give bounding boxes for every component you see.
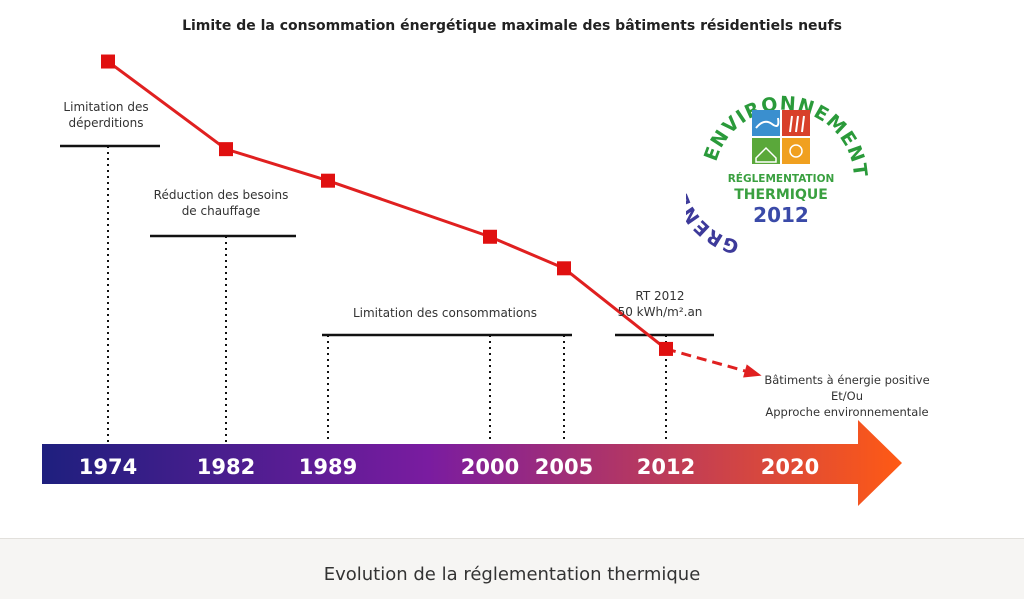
phase-label-chauffage: Réduction des besoins de chauffage	[153, 188, 289, 218]
series-line	[101, 54, 762, 378]
logo-tile-orange	[782, 138, 810, 164]
logo-arc-left: GRENELLE	[686, 148, 742, 256]
grenelle-logo: ENVIRONNEMENT GRENELLE RÉGLEMENTATION TH…	[686, 93, 870, 256]
logo-center-line3: 2012	[753, 203, 809, 227]
projection-arrowhead	[743, 364, 762, 378]
logo-house-icon	[755, 146, 777, 163]
positive-energy-annotation: Bâtiments à énergie positive Et/Ou Appro…	[742, 372, 952, 420]
chart-svg: 1974 1982 1989 2000 2005 2012 2020	[42, 54, 902, 506]
year-label-2000: 2000	[461, 455, 519, 479]
logo-center-line2: THERMIQUE	[734, 187, 828, 203]
figure-caption: Evolution de la réglementation thermique	[323, 564, 701, 585]
positive-energy-line3: Approche environnementale	[765, 405, 929, 419]
year-label-2020: 2020	[761, 455, 819, 479]
logo-sun-icon	[789, 144, 803, 158]
year-label-2012: 2012	[637, 455, 695, 479]
projection-dashed-line	[665, 347, 753, 375]
caption-bar	[0, 538, 1024, 599]
year-label-1982: 1982	[197, 455, 255, 479]
year-tick-labels: 1974 1982 1989 2000 2005 2012 2020	[79, 455, 819, 479]
data-point-2005	[557, 261, 571, 276]
data-point-1982	[219, 142, 233, 157]
positive-energy-line1: Bâtiments à énergie positive	[764, 373, 930, 387]
timeline-arrow	[42, 420, 902, 506]
series-polyline	[107, 60, 667, 351]
logo-tile-red	[782, 110, 810, 136]
year-label-1974: 1974	[79, 455, 137, 479]
rt2012-annotation: RT 2012 50 kWh/m².an	[600, 288, 720, 320]
data-point-1989	[321, 173, 335, 188]
year-label-2005: 2005	[535, 455, 593, 479]
logo-center-line1: RÉGLEMENTATION	[728, 172, 835, 185]
data-point-2012	[659, 341, 673, 356]
dotted-guides	[107, 146, 667, 442]
rt2012-label: RT 2012	[635, 289, 685, 303]
logo-wave-icon	[755, 117, 780, 129]
phase-label-consommations: Limitation des consommations	[352, 306, 538, 320]
phase-label-deperditions: Limitation des déperditions	[63, 100, 149, 130]
logo-tile-blue	[752, 110, 780, 136]
phase-bars	[60, 144, 714, 337]
positive-energy-line2: Et/Ou	[831, 389, 863, 403]
year-label-1989: 1989	[299, 455, 357, 479]
data-point-1974	[101, 54, 115, 69]
chart-figure: Limite de la consommation énergétique ma…	[42, 18, 952, 506]
data-point-2000	[483, 229, 497, 244]
chart-title: Limite de la consommation énergétique ma…	[182, 18, 842, 34]
rt2012-value: 50 kWh/m².an	[617, 305, 703, 319]
logo-flame-icon	[789, 115, 805, 133]
